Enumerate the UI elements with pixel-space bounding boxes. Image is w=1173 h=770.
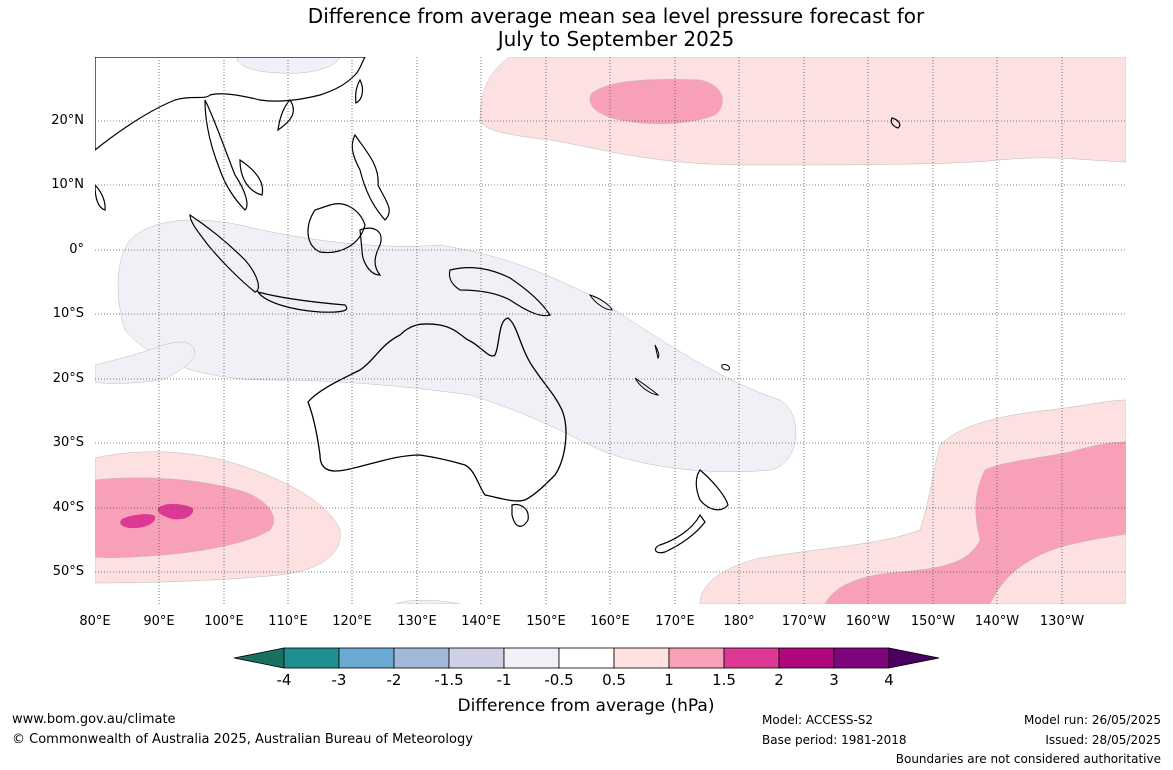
lon-label: 100°E — [204, 614, 244, 629]
colorbar-segment — [338, 647, 395, 669]
asia-mainland-coastline — [95, 57, 366, 151]
base-period: Base period: 1981-2018 — [762, 733, 907, 747]
issued-date: Issued: 28/05/2025 — [1045, 733, 1161, 747]
lon-label: 170°E — [655, 614, 695, 629]
colorbar-segment — [503, 647, 560, 669]
north-pacific-positive-anomaly — [479, 57, 1126, 166]
new-zealand-coastline — [695, 469, 729, 511]
lon-label: 130°E — [397, 614, 437, 629]
colorbar-segment — [613, 647, 670, 669]
lat-label: 10°S — [52, 306, 84, 321]
colorbar-segment — [558, 647, 615, 669]
colorbar-segment — [283, 647, 340, 669]
colorbar-tick-label: 4 — [884, 671, 894, 689]
lon-label: 120°E — [332, 614, 372, 629]
lon-label: 140°W — [974, 614, 1020, 629]
lat-label: 0° — [69, 242, 84, 257]
lat-label: 20°N — [51, 113, 84, 128]
australia-coastline — [307, 317, 567, 502]
lon-label: 140°E — [461, 614, 501, 629]
lon-label: 170°W — [781, 614, 827, 629]
lon-label: 80°E — [79, 614, 111, 629]
website-link[interactable]: www.bom.gov.au/climate — [12, 712, 176, 727]
colorbar-tick-label: -1.5 — [434, 671, 464, 689]
map-title-line-1: Difference from average mean sea level p… — [307, 4, 925, 28]
colorbar-segment — [723, 647, 780, 669]
colorbar-segment — [833, 647, 890, 669]
colorbar-over-arrow — [888, 647, 940, 669]
colorbar-tick-label: 1 — [664, 671, 674, 689]
lon-label: 160°W — [845, 614, 891, 629]
model-name: Model: ACCESS-S2 — [762, 713, 874, 727]
colorbar-tick-label: 3 — [829, 671, 839, 689]
colorbar-tick-label: -4 — [276, 671, 292, 689]
colorbar-tick-label: 0.5 — [602, 671, 626, 689]
copyright-text: © Commonwealth of Australia 2025, Austra… — [12, 732, 473, 747]
colorbar-tick-label: -1 — [496, 671, 512, 689]
model-run-date: Model run: 26/05/2025 — [1023, 713, 1161, 727]
lat-label: 50°S — [52, 564, 84, 579]
lat-label: 10°N — [51, 177, 84, 192]
new-guinea-coastline — [448, 267, 551, 317]
colorbar-title: Difference from average (hPa) — [457, 696, 715, 716]
colorbar-tick-label: 2 — [774, 671, 784, 689]
colorbar-segment — [393, 647, 450, 669]
colorbar-segment — [448, 647, 505, 669]
lat-label: 30°S — [52, 435, 84, 450]
lon-label: 160°E — [590, 614, 630, 629]
lon-label: 180° — [723, 614, 755, 629]
pressure-anomaly-map — [95, 57, 1126, 604]
lon-label: 90°E — [143, 614, 175, 629]
lat-label: 40°S — [52, 500, 84, 515]
colorbar-tick-label: -3 — [331, 671, 347, 689]
map-title-line-2: July to September 2025 — [497, 27, 735, 51]
colorbar-tick-label: -0.5 — [544, 671, 574, 689]
boundary-disclaimer: Boundaries are not considered authoritat… — [895, 752, 1161, 766]
lon-label: 150°W — [910, 614, 956, 629]
colorbar-segment — [668, 647, 725, 669]
negative-anomaly-region — [117, 219, 797, 473]
lon-label: 110°E — [268, 614, 308, 629]
lat-label: 20°S — [52, 371, 84, 386]
colorbar-tick-label: 1.5 — [712, 671, 736, 689]
lon-label: 130°W — [1039, 614, 1085, 629]
colorbar-segment — [778, 647, 835, 669]
colorbar-tick-label: -2 — [386, 671, 402, 689]
lon-label: 150°E — [526, 614, 566, 629]
colorbar-under-arrow — [233, 647, 285, 669]
